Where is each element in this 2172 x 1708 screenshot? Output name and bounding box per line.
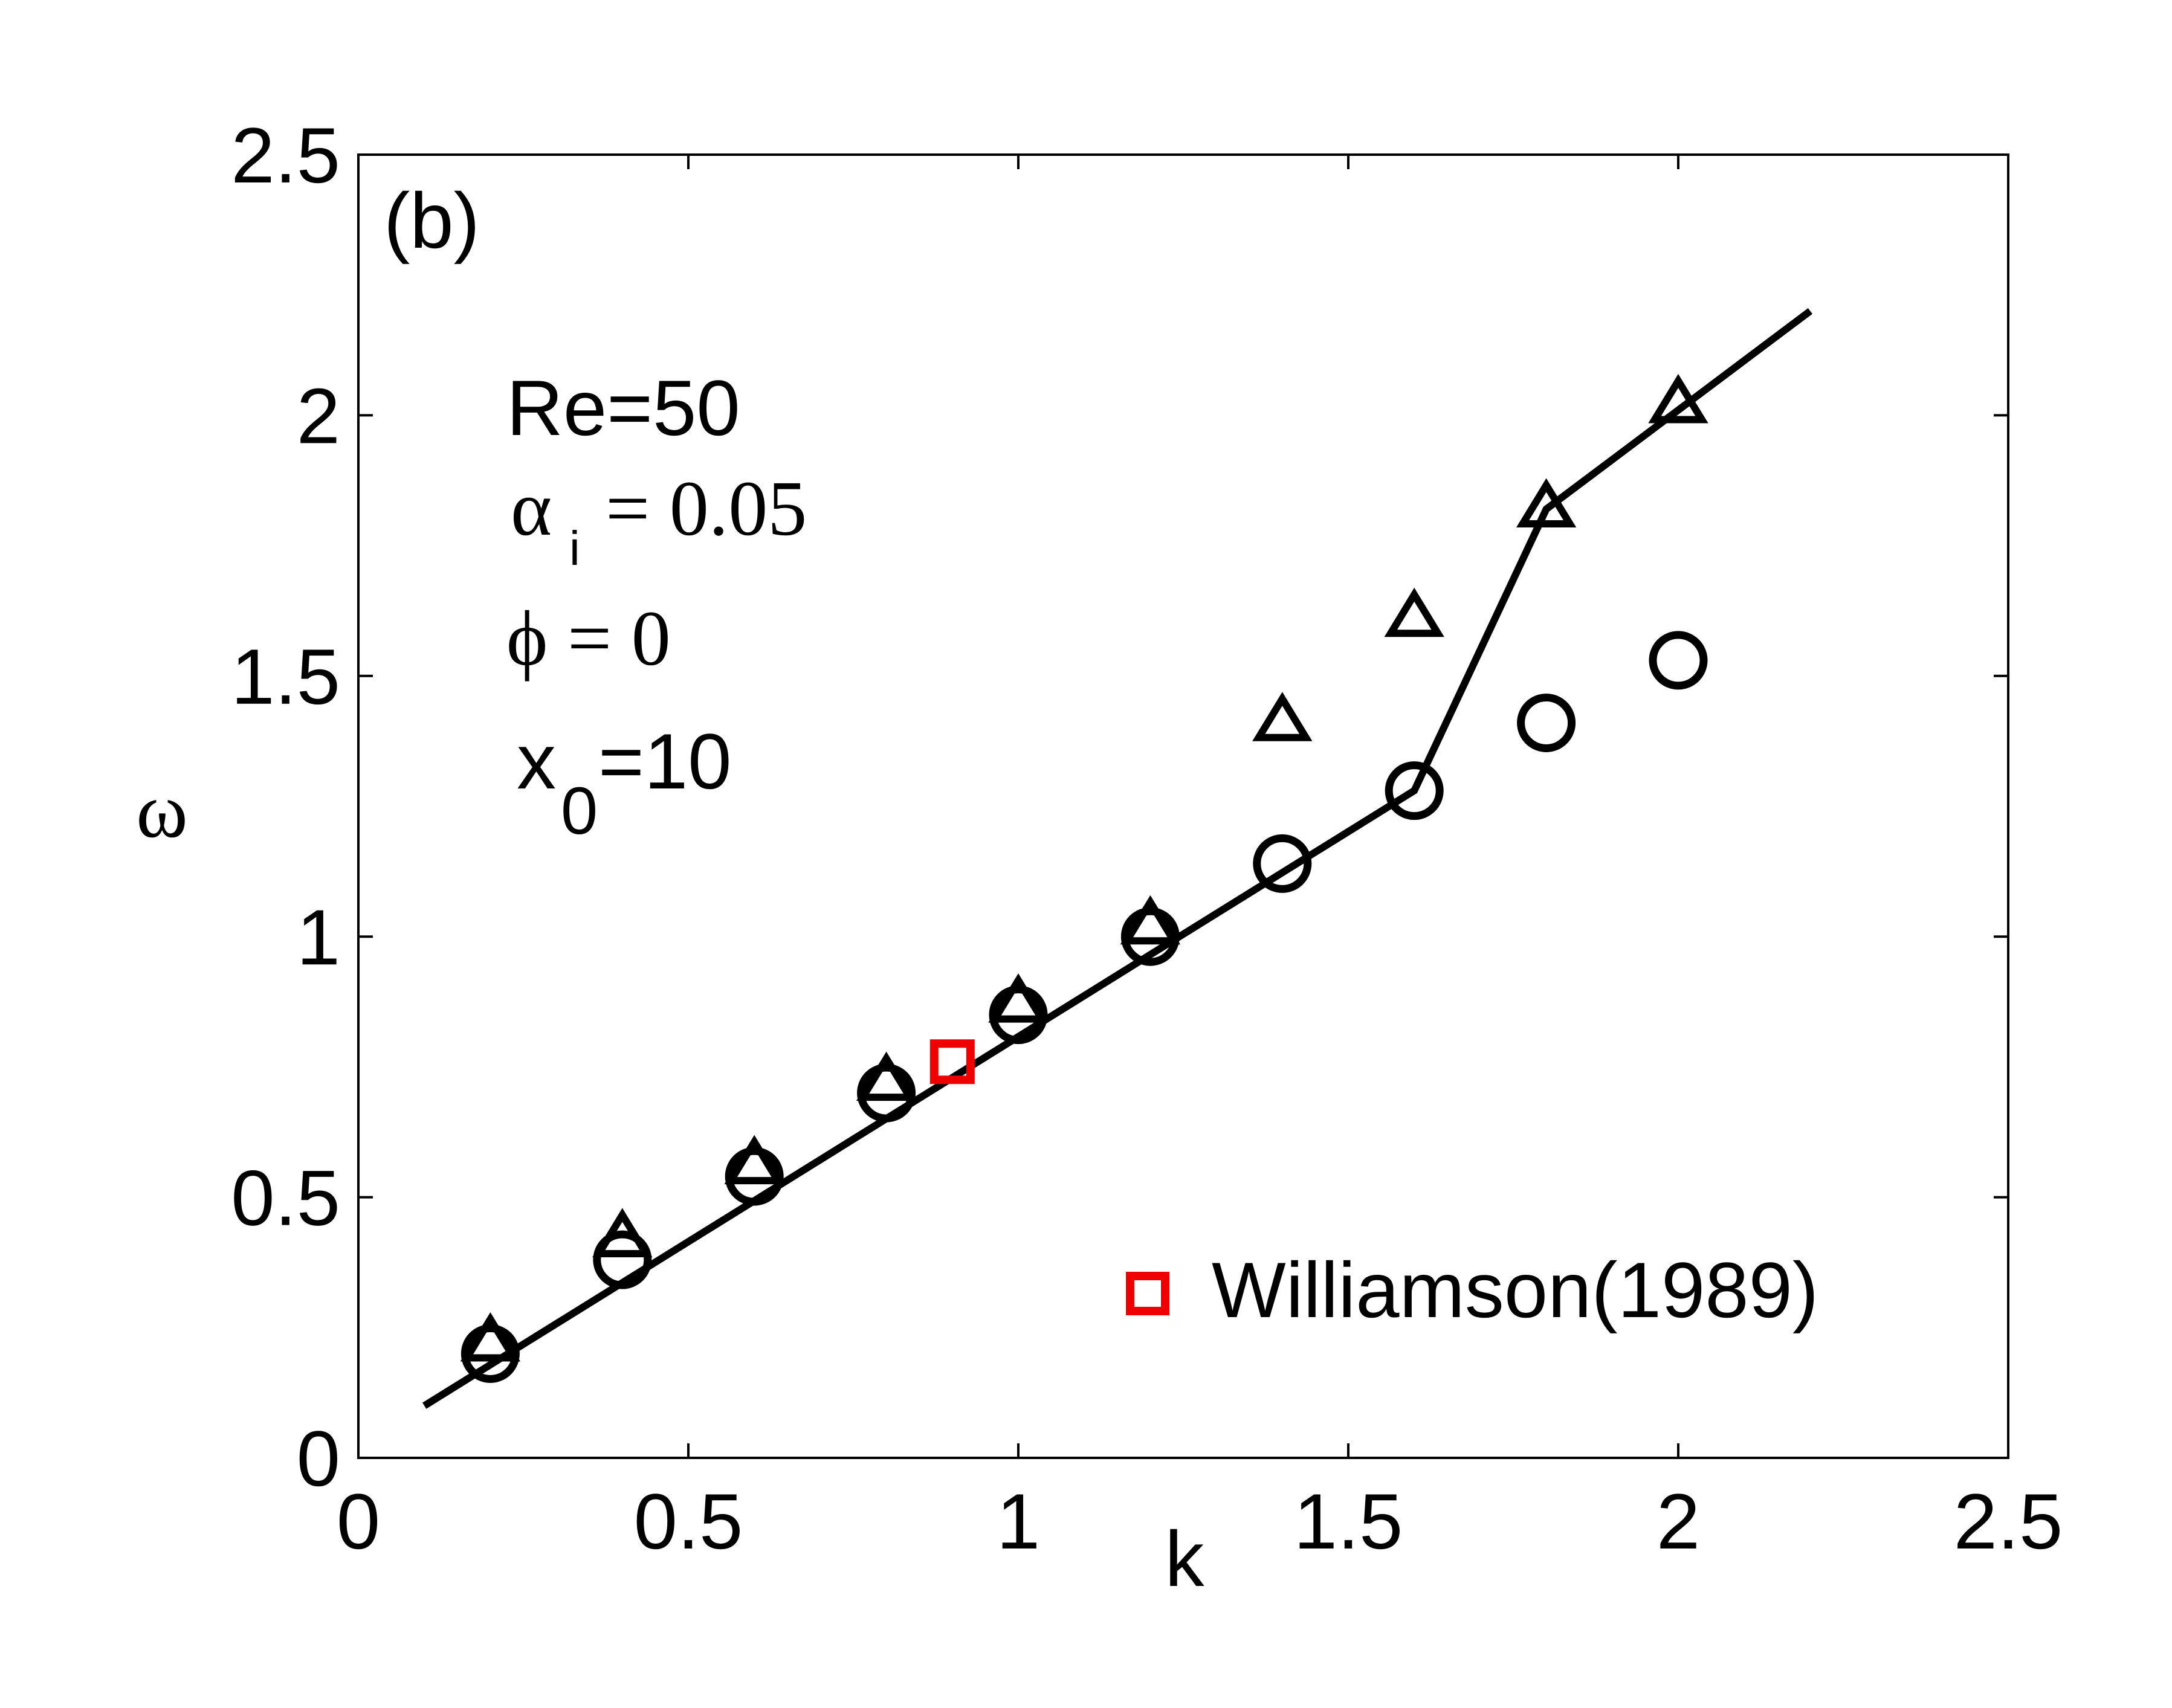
circle-marker	[461, 1324, 520, 1383]
triangle-marker	[988, 973, 1049, 1023]
triangle-marker	[724, 1135, 784, 1185]
y-tick-label: 0.5	[231, 1154, 340, 1242]
plot-frame	[357, 153, 2009, 1459]
triangle-marker	[460, 1312, 521, 1362]
legend: Williamson(1989)	[1126, 1246, 1818, 1334]
x-tick-label: 0	[337, 1477, 380, 1565]
circle-marker	[1253, 834, 1312, 893]
circle-marker	[593, 1230, 652, 1289]
annotation-phi: ϕ = 0	[506, 595, 671, 682]
triangle-marker	[1648, 373, 1708, 424]
x-tick-label: 2	[1656, 1477, 1700, 1565]
annotation-alpha-sub: i	[569, 521, 580, 575]
panel-label: (b)	[384, 176, 480, 265]
y-axis-label: ω	[136, 767, 188, 854]
y-tick-label: 2	[297, 372, 340, 460]
annotation-re: Re=50	[506, 364, 740, 452]
annotation-x0-symbol: x	[517, 717, 556, 805]
annotation-x0-sub: 0	[561, 774, 598, 848]
square-marker-williamson	[929, 1039, 975, 1084]
x-axis-label: k	[1165, 1515, 1205, 1603]
y-tick-label: 0	[297, 1414, 340, 1503]
triangle-marker	[1516, 478, 1577, 528]
series-line	[422, 308, 1813, 1409]
x-tick-label: 2.5	[1954, 1477, 2063, 1565]
annotation-x0-value: =10	[598, 717, 732, 805]
y-tick-label: 1.5	[231, 633, 340, 721]
triangle-marker	[1252, 692, 1313, 741]
x-tick-label: 1	[997, 1477, 1040, 1565]
circle-marker	[989, 985, 1048, 1045]
triangle-marker	[856, 1051, 917, 1101]
annotation-alpha-value: = 0.05	[606, 465, 807, 552]
triangle-marker	[1384, 587, 1444, 637]
x-tick-label: 1.5	[1294, 1477, 1403, 1565]
circle-marker	[1385, 761, 1444, 820]
legend-marker-williamson	[1126, 1272, 1169, 1315]
plot-area	[422, 308, 1813, 1409]
parameter-annotations: Re=50 α i = 0.05 ϕ = 0 x 0 =10	[506, 364, 807, 848]
x-tick-label: 0.5	[634, 1477, 743, 1565]
circle-marker	[857, 1063, 916, 1123]
annotation-alpha-symbol: α	[511, 465, 552, 552]
legend-label-williamson: Williamson(1989)	[1212, 1246, 1818, 1334]
ticks: 0 0.5 1 1.5 2 2.5 0 0.5 1 1.5 2 2.5	[231, 111, 2063, 1565]
triangle-marker	[592, 1208, 653, 1257]
y-tick-label: 2.5	[231, 111, 340, 199]
circle-marker	[725, 1147, 784, 1206]
circle-marker	[1649, 631, 1708, 690]
circle-marker	[1120, 907, 1180, 966]
circle-marker	[1517, 693, 1576, 752]
y-tick-label: 1	[297, 893, 340, 981]
triangle-marker	[1120, 895, 1181, 945]
